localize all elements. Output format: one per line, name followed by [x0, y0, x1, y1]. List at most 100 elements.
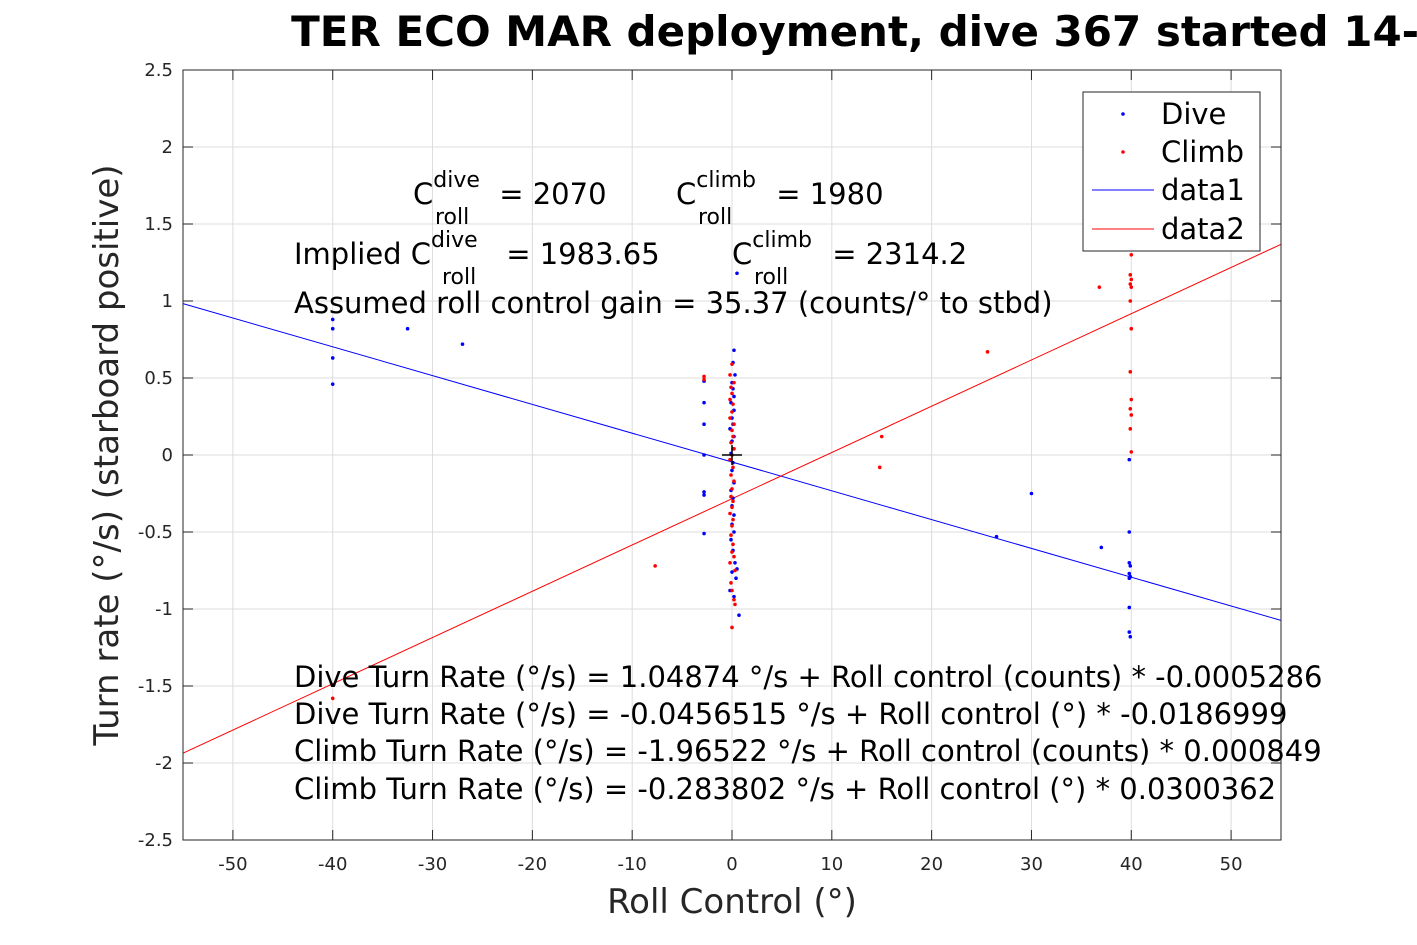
- point-climb: [732, 447, 736, 451]
- point-climb: [1129, 326, 1134, 331]
- point-climb: [732, 422, 736, 427]
- point-climb: [731, 465, 735, 470]
- legend-box: [1082, 91, 1261, 252]
- gain-annotation: Assumed roll control gain = 35.37 (count…: [294, 286, 1053, 320]
- point-dive: [1127, 561, 1132, 565]
- point-dive: [1127, 571, 1132, 576]
- point-dive: [702, 490, 706, 494]
- legend-label-data2: data2: [1161, 212, 1245, 246]
- point-climb: [733, 602, 737, 607]
- y-tick-label: 1.5: [144, 214, 173, 235]
- point-climb: [729, 440, 733, 445]
- point-dive: [729, 537, 733, 542]
- point-dive: [1099, 545, 1104, 550]
- x-tick-label: 50: [1220, 854, 1243, 875]
- point-dive: [1128, 564, 1133, 568]
- y-tick-label: -2: [155, 753, 173, 774]
- y-tick-label: -0.5: [138, 522, 173, 543]
- point-climb: [1128, 407, 1133, 411]
- point-climb: [729, 494, 733, 499]
- x-tick-label: 0: [726, 854, 737, 875]
- point-dive: [330, 382, 335, 386]
- equation-climb-counts: Climb Turn Rate (°/s) = -1.96522 °/s + R…: [294, 734, 1322, 768]
- x-tick-label: -30: [418, 854, 447, 875]
- y-axis-label: Turn rate (°/s) (starboard positive): [87, 164, 127, 746]
- x-tick-label: 40: [1120, 854, 1143, 875]
- y-tick-label: 0.5: [144, 368, 173, 389]
- point-dive: [330, 326, 335, 331]
- point-climb: [702, 377, 706, 382]
- point-dive: [1128, 634, 1133, 639]
- point-dive: [330, 356, 335, 360]
- implied-climb-annotation: Cclimb roll = 2314.2: [732, 228, 967, 290]
- y-tick-label: 1: [162, 291, 173, 312]
- x-tick-label: 10: [820, 854, 843, 875]
- c-climb-annotation: Cclimb roll = 1980: [676, 168, 884, 230]
- point-dive: [330, 317, 335, 322]
- point-dive: [732, 394, 736, 399]
- point-climb: [729, 581, 733, 585]
- equation-dive-degrees: Dive Turn Rate (°/s) = -0.0456515 °/s + …: [294, 697, 1287, 731]
- point-climb: [1129, 397, 1134, 402]
- point-dive: [702, 531, 706, 536]
- point-dive: [732, 348, 736, 353]
- point-dive: [1127, 457, 1132, 462]
- point-climb: [729, 385, 733, 390]
- legend-swatch-climb: [1121, 150, 1125, 154]
- point-climb: [733, 568, 737, 573]
- y-tick-label: -1.5: [138, 676, 173, 697]
- point-climb: [1128, 282, 1133, 286]
- point-climb: [729, 473, 733, 477]
- point-climb: [1128, 299, 1133, 303]
- point-climb: [330, 696, 335, 701]
- point-dive: [732, 513, 736, 517]
- point-climb: [1129, 450, 1134, 454]
- point-dive: [1127, 530, 1132, 534]
- y-tick-label: -2.5: [138, 830, 173, 851]
- y-tick-labels: 2.5 2 1.5 1 0.5 0 -0.5 -1 -1.5 -2 -2.5: [138, 60, 173, 851]
- x-tick-label: -20: [518, 854, 547, 875]
- chart-title: TER ECO MAR deployment, dive 367 started…: [291, 7, 1417, 56]
- point-climb: [985, 350, 990, 354]
- point-dive: [732, 530, 736, 534]
- y-tick-label: -1: [155, 599, 173, 620]
- y-tick-label: 0: [162, 445, 173, 466]
- point-climb: [730, 428, 734, 433]
- point-climb: [729, 533, 733, 537]
- origin-marker: [722, 445, 742, 465]
- point-dive: [1029, 491, 1034, 496]
- point-climb: [877, 465, 882, 470]
- point-climb: [879, 434, 884, 439]
- legend: Dive Climb data1 data2: [1082, 91, 1261, 252]
- point-climb: [1097, 285, 1102, 289]
- data-points: [330, 253, 1134, 701]
- point-climb: [730, 362, 734, 366]
- x-tick-label: -50: [218, 854, 247, 875]
- point-dive: [737, 613, 741, 617]
- point-climb: [728, 397, 732, 402]
- point-dive: [994, 534, 999, 539]
- legend-swatch-dive: [1121, 112, 1125, 116]
- legend-label-dive: Dive: [1161, 97, 1226, 131]
- point-climb: [730, 487, 734, 491]
- c-dive-annotation: Cdive roll = 2070: [413, 168, 607, 230]
- point-climb: [728, 416, 732, 420]
- point-climb: [731, 542, 735, 547]
- axis-ticks: [183, 69, 1281, 841]
- point-climb: [730, 410, 734, 414]
- x-tick-label: 30: [1020, 854, 1043, 875]
- x-tick-label: -10: [617, 854, 646, 875]
- point-climb: [730, 391, 734, 396]
- point-dive: [1127, 576, 1132, 580]
- point-climb: [730, 625, 734, 630]
- x-axis-label: Roll Control (°): [607, 882, 857, 922]
- point-climb: [1128, 273, 1133, 277]
- point-dive: [733, 561, 737, 565]
- point-climb: [732, 597, 736, 602]
- y-tick-label: 2.5: [144, 60, 173, 81]
- equation-climb-degrees: Climb Turn Rate (°/s) = -0.283802 °/s + …: [294, 772, 1276, 806]
- point-climb: [732, 554, 736, 559]
- point-dive: [702, 422, 706, 427]
